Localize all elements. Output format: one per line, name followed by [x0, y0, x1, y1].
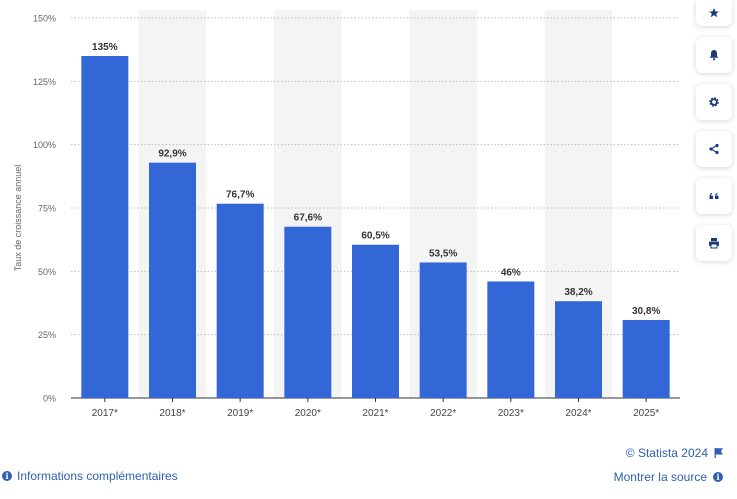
x-tick-label: 2019* [227, 408, 253, 419]
y-tick-label: 75% [38, 204, 56, 214]
data-label: 38,2% [564, 287, 592, 298]
data-label: 67,6% [294, 213, 322, 224]
print-icon [709, 238, 719, 249]
y-tick-label: 150% [33, 14, 56, 24]
y-tick-label: 25% [38, 330, 56, 340]
star-icon [709, 8, 719, 18]
quote-icon [709, 192, 719, 199]
x-tick-label: 2024* [565, 408, 591, 419]
additional-info-link[interactable]: i Informations complémentaires [2, 469, 178, 483]
data-label: 60,5% [361, 231, 389, 242]
additional-info-label: Informations complémentaires [17, 469, 178, 483]
gear-icon [709, 97, 719, 107]
y-tick-label: 50% [38, 267, 56, 277]
show-source-link[interactable]: Montrer la source i [614, 470, 723, 484]
x-tick-label: 2017* [92, 408, 118, 419]
data-label: 135% [92, 42, 118, 53]
bell-icon [709, 50, 719, 61]
bar-4 [352, 244, 399, 398]
data-label: 53,5% [429, 248, 457, 259]
bar-6 [487, 281, 535, 398]
bar-0 [81, 56, 129, 398]
data-label: 46% [501, 267, 521, 278]
data-label: 30,8% [632, 306, 660, 317]
chart-toolbar [696, 0, 732, 261]
bar-2 [216, 203, 264, 398]
x-tick-label: 2025* [633, 408, 659, 419]
data-label: 92,9% [158, 149, 186, 160]
bar-8 [622, 319, 670, 398]
x-tick-label: 2021* [362, 408, 388, 419]
show-source-label: Montrer la source [613, 470, 707, 484]
cite-button[interactable] [696, 178, 732, 214]
copyright-text: © Statista 2024 [625, 446, 708, 460]
favorite-button[interactable] [696, 0, 732, 26]
data-label: 76,7% [226, 190, 254, 201]
y-tick-label: 125% [33, 77, 56, 87]
x-tick-label: 2023* [498, 408, 524, 419]
bar-3 [284, 226, 332, 398]
y-axis-title: Taux de croissance annuel [13, 165, 23, 272]
y-tick-label: 0% [43, 394, 56, 404]
bar-1 [149, 162, 196, 398]
bar-7 [555, 301, 602, 398]
info-icon: i [2, 471, 12, 481]
info-icon: i [713, 472, 723, 482]
share-icon [709, 143, 719, 155]
chart: 0% 25% 50% 75% 100% 125% 150% Taux de croissanc… [13, 10, 680, 419]
y-tick-label: 100% [33, 140, 56, 150]
notification-button[interactable] [696, 37, 732, 73]
x-tick-label: 2020* [295, 408, 321, 419]
settings-button[interactable] [696, 84, 732, 120]
flag-icon [714, 448, 723, 458]
x-tick-label: 2018* [159, 408, 185, 419]
share-button[interactable] [696, 131, 732, 167]
copyright-link[interactable]: © Statista 2024 [626, 446, 723, 460]
print-button[interactable] [696, 225, 732, 261]
x-tick-label: 2022* [430, 408, 456, 419]
bar-5 [419, 262, 467, 398]
